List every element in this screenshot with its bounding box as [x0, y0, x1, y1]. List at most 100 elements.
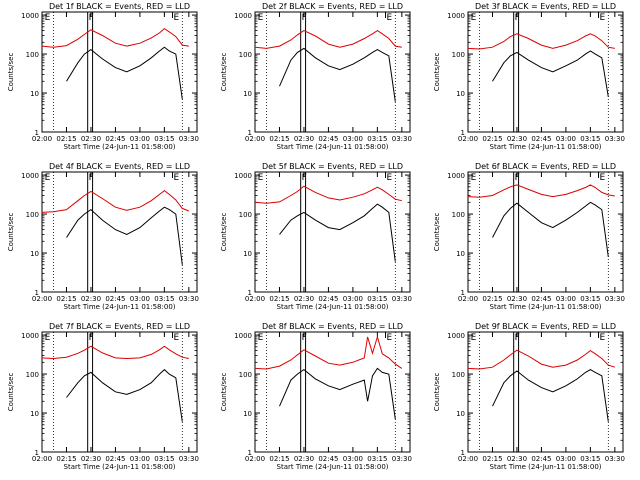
y-tick-label: 100 — [26, 371, 39, 379]
x-tick-label: 02:00 — [245, 295, 265, 303]
y-tick-label: 10 — [456, 90, 465, 98]
plot-frame — [254, 171, 411, 293]
marker-letter: F — [302, 333, 307, 343]
x-tick-label: 02:15 — [56, 135, 76, 143]
marker-letter: F — [89, 173, 94, 183]
x-axis-label: Start Time (24-Jun-11 01:58:00) — [490, 143, 602, 151]
y-tick-label: 1 — [461, 449, 465, 457]
x-tick-label: 03:30 — [179, 295, 199, 303]
chart-title: Det 7f BLACK = Events, RED = LLD — [49, 322, 190, 331]
y-tick-label: 1000 — [21, 12, 39, 20]
x-axis-label: Start Time (24-Jun-11 01:58:00) — [64, 463, 176, 471]
series-events-line — [66, 206, 183, 265]
x-tick-label: 02:00 — [458, 295, 478, 303]
x-tick-label: 02:00 — [32, 455, 52, 463]
y-tick-label: 1000 — [234, 172, 252, 180]
x-tick-label: 02:45 — [531, 295, 551, 303]
series-lld-line — [254, 335, 403, 370]
chart-title: Det 5f BLACK = Events, RED = LLD — [262, 162, 403, 171]
plot-frame — [467, 331, 624, 453]
x-tick-label: 03:00 — [130, 135, 150, 143]
x-tick-label: 03:30 — [605, 295, 625, 303]
marker-letter: F — [302, 173, 307, 183]
marker-letter: E — [387, 333, 393, 343]
marker-letter: E — [45, 13, 51, 23]
x-tick-label: 03:15 — [367, 295, 387, 303]
x-tick-label: 02:00 — [458, 135, 478, 143]
x-tick-label: 03:00 — [556, 455, 576, 463]
marker-letter: E — [600, 333, 606, 343]
chart-3: Det 3f BLACK = Events, RED = LLD 1 10 100 10… — [433, 2, 625, 151]
plot-frame — [41, 171, 198, 293]
marker-letter: E — [45, 333, 51, 343]
y-tick-label: 10 — [456, 410, 465, 418]
x-tick-label: 02:30 — [507, 135, 527, 143]
chart-7: Det 7f BLACK = Events, RED = LLD 1 10 100 10… — [7, 322, 199, 471]
x-tick-label: 02:45 — [318, 455, 338, 463]
x-tick-label: 02:45 — [105, 295, 125, 303]
y-tick-label: 100 — [26, 51, 39, 59]
plot-frame — [41, 331, 198, 453]
chart-5: Det 5f BLACK = Events, RED = LLD 1 10 100 10… — [220, 162, 412, 311]
marker-letter: E — [258, 13, 264, 23]
plot-frame — [467, 11, 624, 133]
marker-letter: E — [600, 13, 606, 23]
x-tick-label: 02:30 — [81, 295, 101, 303]
y-tick-label: 1 — [35, 449, 39, 457]
x-tick-label: 02:15 — [56, 455, 76, 463]
y-tick-label: 1 — [35, 289, 39, 297]
x-tick-label: 02:30 — [507, 295, 527, 303]
x-tick-label: 02:00 — [245, 135, 265, 143]
plot-frame — [41, 11, 198, 133]
chart-title: Det 8f BLACK = Events, RED = LLD — [262, 322, 403, 331]
y-tick-label: 100 — [26, 211, 39, 219]
x-tick-label: 03:15 — [367, 455, 387, 463]
chart-title: Det 4f BLACK = Events, RED = LLD — [49, 162, 190, 171]
marker-letter: E — [45, 173, 51, 183]
series-lld-line — [41, 189, 189, 213]
x-tick-label: 02:15 — [482, 135, 502, 143]
chart-4: Det 4f BLACK = Events, RED = LLD 1 10 100 10… — [7, 162, 199, 311]
series-lld-line — [467, 33, 615, 50]
series-events-line — [279, 367, 396, 420]
marker-letter: E — [258, 333, 264, 343]
y-tick-label: 1 — [461, 129, 465, 137]
x-axis-label: Start Time (24-Jun-11 01:58:00) — [490, 303, 602, 311]
y-axis-label: Counts/sec — [7, 373, 15, 412]
y-tick-label: 1 — [248, 129, 252, 137]
x-tick-label: 03:00 — [343, 295, 363, 303]
x-axis-label: Start Time (24-Jun-11 01:58:00) — [490, 463, 602, 471]
marker-letter: E — [387, 13, 393, 23]
chart-title: Det 6f BLACK = Events, RED = LLD — [475, 162, 616, 171]
marker-letter: E — [471, 13, 477, 23]
x-tick-label: 03:00 — [130, 455, 150, 463]
x-tick-label: 02:30 — [81, 135, 101, 143]
x-tick-label: 03:15 — [154, 135, 174, 143]
x-tick-label: 03:15 — [580, 455, 600, 463]
y-tick-label: 10 — [456, 250, 465, 258]
x-tick-label: 02:00 — [458, 455, 478, 463]
y-tick-label: 100 — [239, 371, 252, 379]
x-tick-label: 03:30 — [392, 135, 412, 143]
x-tick-label: 02:15 — [269, 295, 289, 303]
y-axis-label: Counts/sec — [7, 213, 15, 252]
x-tick-label: 03:30 — [392, 455, 412, 463]
marker-letter: F — [515, 333, 520, 343]
x-tick-label: 02:15 — [56, 295, 76, 303]
x-tick-label: 02:45 — [318, 295, 338, 303]
y-tick-label: 1000 — [21, 332, 39, 340]
x-axis-label: Start Time (24-Jun-11 01:58:00) — [277, 143, 389, 151]
y-axis-label: Counts/sec — [220, 53, 228, 92]
x-tick-label: 03:15 — [580, 295, 600, 303]
y-tick-label: 1000 — [234, 332, 252, 340]
x-tick-label: 03:00 — [343, 455, 363, 463]
marker-letter: E — [471, 173, 477, 183]
x-tick-label: 02:45 — [105, 455, 125, 463]
x-tick-label: 03:00 — [556, 295, 576, 303]
x-tick-label: 02:45 — [105, 135, 125, 143]
x-tick-label: 03:15 — [580, 135, 600, 143]
y-axis-label: Counts/sec — [433, 53, 441, 92]
marker-letter: E — [258, 173, 264, 183]
chart-title: Det 3f BLACK = Events, RED = LLD — [475, 2, 616, 11]
